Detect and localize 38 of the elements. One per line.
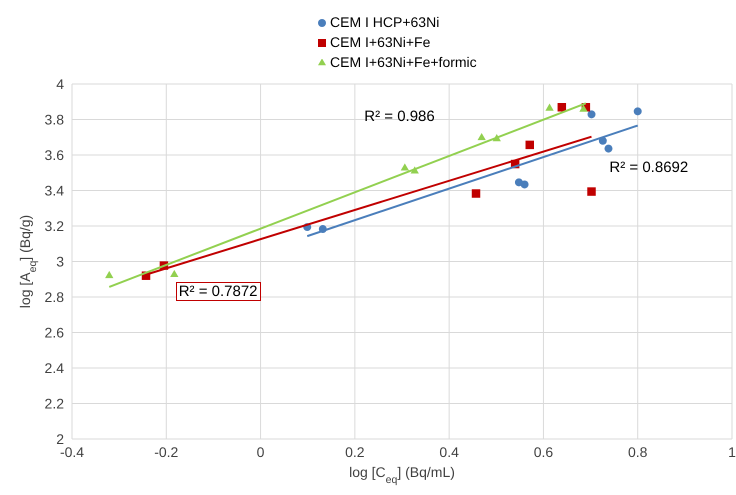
point [587,187,596,196]
y-tick-label: 2.2 [44,395,64,412]
x-tick-label: 0.2 [345,444,365,460]
x-tick-label: 0.8 [628,444,648,460]
point [526,140,534,150]
point [520,180,529,188]
point [105,270,114,278]
point [579,104,588,112]
annotation: R² = 0.7872 [176,282,261,302]
point [472,189,480,198]
y-tick-label: 2.8 [44,288,64,305]
legend-label: CEM I+63Ni+Fe [330,34,430,50]
legend-label: CEM I+63Ni+Fe+formic [330,54,477,70]
annotation: R² = 0.8692 [609,158,688,176]
point [604,144,612,153]
y-tick-label: 3.6 [44,146,64,163]
y-tick-label: 2.4 [44,360,64,376]
y-tick-label: 3.4 [44,182,64,198]
point [400,163,409,171]
annotation: R² = 0.986 [364,108,435,125]
legend-label: CEM I HCP+63Ni [330,14,440,30]
point [634,107,642,116]
point [588,110,596,118]
x-tick-label: -0.2 [154,444,179,460]
x-tick-label: 0.4 [439,444,460,460]
x-axis-title: log [C$_{eq}$] (Bq/mL) [349,464,455,486]
point [170,270,178,278]
point [545,104,554,111]
point [558,103,566,112]
point [478,132,486,140]
y-tick-label: 3.2 [44,218,64,234]
y-tick-label: 3.8 [44,111,64,128]
y-tick-label: 3 [56,253,64,270]
y-tick-label: 4 [56,76,64,92]
x-tick-label: 0.6 [534,444,554,460]
x-tick-label: 1 [728,444,736,460]
y-tick-label: 2.6 [44,324,64,340]
x-tick-label: 0 [256,444,265,460]
